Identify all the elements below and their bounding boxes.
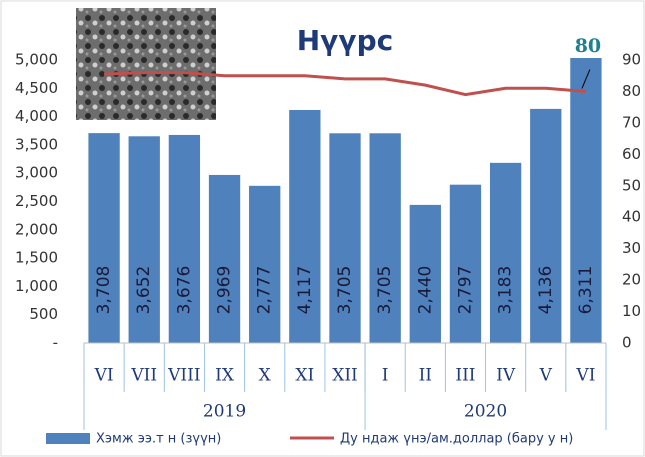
y2-tick-label: 50	[622, 176, 641, 194]
bar	[249, 186, 280, 343]
y-tick-label: 3,500	[15, 135, 58, 153]
bar-value-label: 2,440	[415, 266, 435, 315]
y-tick-label: 5,000	[15, 51, 58, 69]
y2-tick-label: 70	[622, 113, 641, 131]
x-tick-label: VII	[130, 366, 157, 386]
bar	[209, 175, 240, 343]
y2-tick-label: 40	[622, 208, 641, 226]
bar-value-label: 2,777	[255, 266, 275, 315]
y2-tick-label: 90	[622, 51, 641, 69]
y2-tick-label: 20	[622, 271, 641, 289]
bar-value-label: 6,311	[576, 266, 596, 315]
x-tick-label: II	[419, 366, 432, 386]
y-tick-label: -	[53, 334, 58, 352]
x-tick-label: VIII	[167, 366, 200, 386]
y-tick-label: 4,000	[15, 107, 58, 125]
bar-value-label: 4,117	[295, 266, 315, 315]
y2-tick-label: 30	[622, 239, 641, 257]
x-tick-label: V	[539, 366, 553, 386]
y-tick-label: 2,000	[15, 220, 58, 238]
bar-value-label: 4,136	[536, 266, 556, 315]
x-tick-label: IV	[496, 366, 516, 386]
bar-value-label: 3,705	[375, 266, 395, 315]
y-tick-label: 4,500	[15, 79, 58, 97]
y2-tick-label: 10	[622, 302, 641, 320]
y2-tick-label: 60	[622, 145, 641, 163]
chart: Нүүрс -5001,0001,5002,0002,5003,0003,500…	[0, 0, 645, 457]
x-tick-label: XI	[295, 366, 314, 386]
group-label: 2019	[203, 402, 246, 422]
y-tick-label: 1,500	[15, 249, 58, 267]
bar-value-label: 2,797	[455, 266, 475, 315]
y-tick-label: 500	[29, 305, 58, 323]
bar-value-label: 2,969	[215, 266, 235, 315]
x-tick-label: IX	[215, 366, 235, 386]
bar	[450, 185, 481, 343]
legend-swatch	[46, 433, 90, 444]
y2-tick-label: 0	[622, 334, 632, 352]
coal-image	[76, 8, 216, 120]
y-tick-label: 1,000	[15, 277, 58, 295]
x-tick-label: VI	[575, 366, 595, 386]
bar	[490, 163, 521, 343]
group-label: 2020	[464, 402, 507, 422]
x-tick-label: III	[455, 366, 475, 386]
y-tick-label: 2,500	[15, 192, 58, 210]
y-tick-label: 3,000	[15, 164, 58, 182]
bar-value-label: 3,705	[335, 266, 355, 315]
y2-tick-label: 80	[622, 82, 641, 100]
bar-value-label: 3,708	[94, 266, 114, 315]
x-tick-label: X	[259, 366, 272, 386]
legend-label: Ду ндаж үнэ/ам.доллар (бару у н)	[340, 432, 573, 447]
chart-title: Нүүрс	[297, 24, 394, 57]
line-value-label: 80	[575, 35, 601, 57]
legend-label: Хэмж ээ.т н (зүүн)	[96, 432, 221, 447]
x-tick-label: I	[382, 366, 389, 386]
bar-value-label: 3,652	[134, 266, 154, 315]
x-tick-label: VI	[94, 366, 114, 386]
bar-value-label: 3,676	[174, 266, 194, 315]
bar-value-label: 3,183	[496, 266, 516, 315]
x-tick-label: XII	[332, 366, 358, 386]
